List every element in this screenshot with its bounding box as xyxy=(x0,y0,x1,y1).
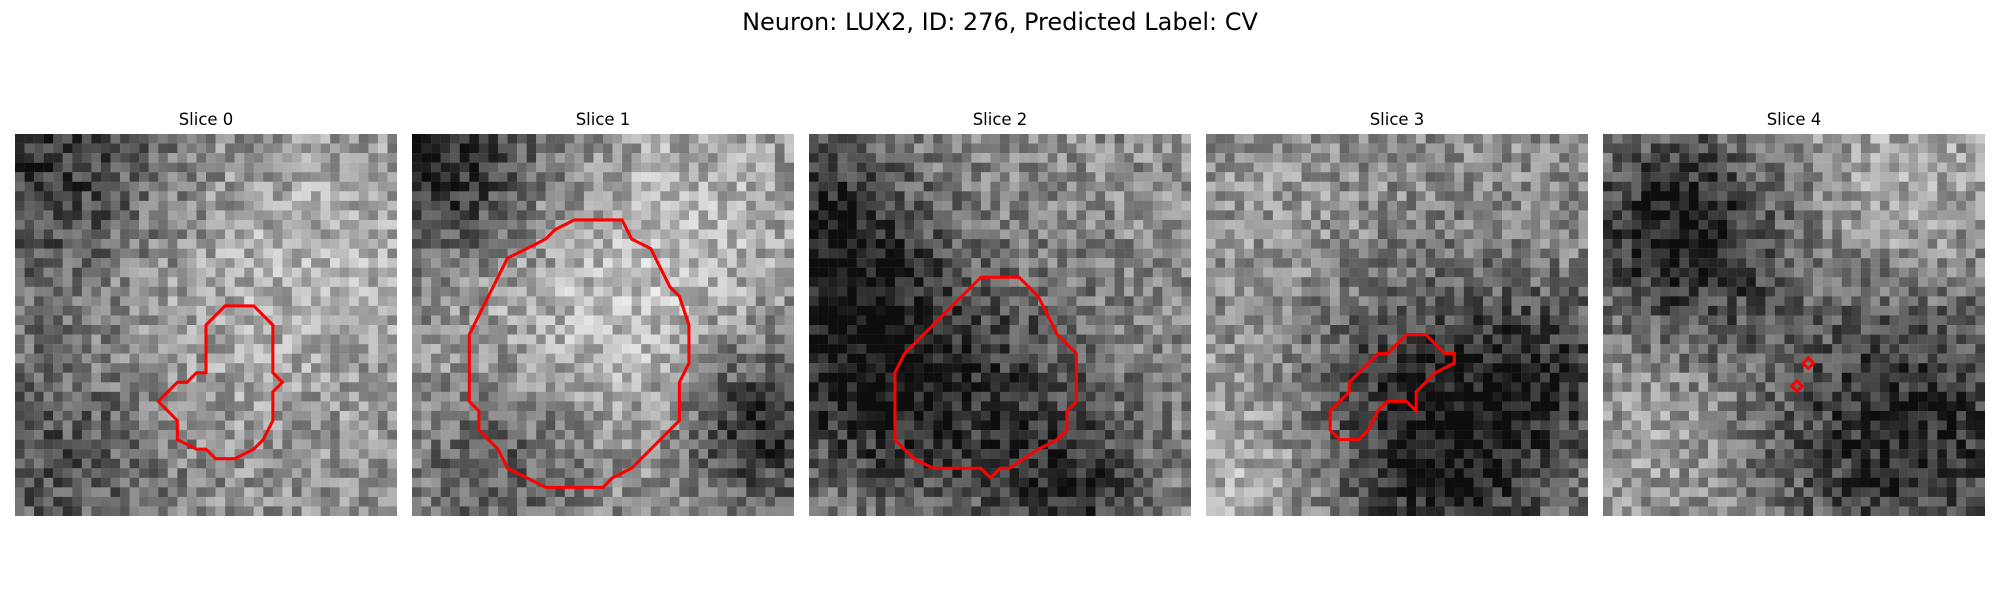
roi-contour xyxy=(467,218,691,489)
slice-panel-3: Slice 3 xyxy=(1206,110,1588,516)
roi-contour xyxy=(1789,378,1805,394)
roi-contour xyxy=(156,304,285,461)
slice-panel-2: Slice 2 xyxy=(809,110,1191,516)
slice-image xyxy=(412,134,794,516)
slice-image xyxy=(15,134,397,516)
slice-image xyxy=(1603,134,1985,516)
slice-panel-4: Slice 4 xyxy=(1603,110,1985,516)
slice-panel-1: Slice 1 xyxy=(412,110,794,516)
slice-image xyxy=(809,134,1191,516)
figure-title: Neuron: LUX2, ID: 276, Predicted Label: … xyxy=(742,8,1258,36)
slice-image xyxy=(1206,134,1588,516)
slice-title: Slice 0 xyxy=(178,110,234,129)
roi-contour xyxy=(1328,333,1456,442)
pixel-grid xyxy=(809,134,1191,516)
slice-title: Slice 2 xyxy=(972,110,1028,129)
roi-contour xyxy=(1801,355,1816,371)
slice-title: Slice 1 xyxy=(575,110,631,129)
pixel-grid xyxy=(412,134,794,516)
pixel-grid xyxy=(1206,134,1588,516)
pixel-grid xyxy=(15,134,397,516)
slice-title: Slice 4 xyxy=(1766,110,1822,129)
slice-title: Slice 3 xyxy=(1369,110,1425,129)
pixel-grid xyxy=(1603,134,1985,516)
slice-panel-0: Slice 0 xyxy=(15,110,397,516)
roi-contour xyxy=(893,275,1078,480)
